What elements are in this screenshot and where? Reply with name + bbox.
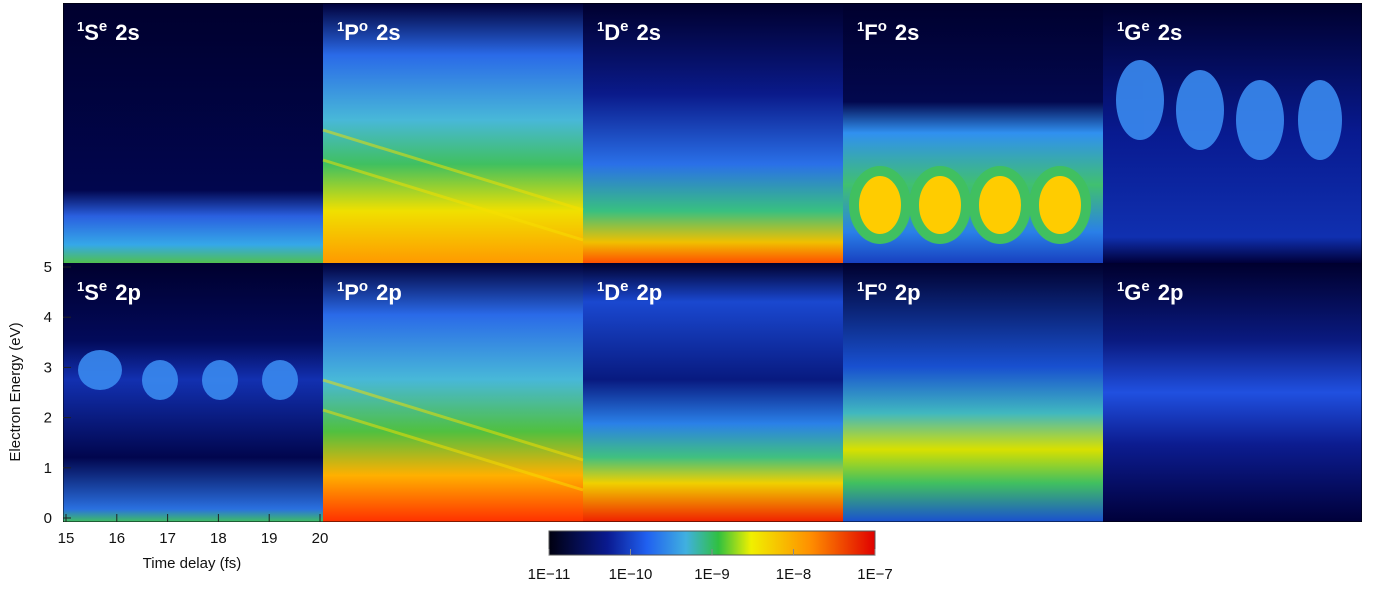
parity: o [878,278,887,295]
panel-label: 1De 2s [597,18,661,45]
orbital: 2s [1158,20,1182,45]
parity: o [359,18,368,35]
panel-label: 1Se 2s [77,18,140,45]
angular-momentum: D [604,280,620,305]
parity: e [1141,278,1149,295]
angular-momentum: P [344,280,359,305]
y-tick-label: 0 [44,510,52,527]
y-tick-label: 3 [44,359,52,376]
parity: e [99,18,107,35]
panel-label: 1Ge 2p [1117,278,1183,305]
orbital: 2s [636,20,660,45]
angular-momentum: F [864,20,877,45]
panel-label: 1Fo 2p [857,278,921,305]
colorbar-tick-label: 1E−11 [528,566,571,583]
colorbar-tick-label: 1E−10 [609,566,653,583]
multiplicity: 1 [337,279,344,294]
panel-label: 1Fo 2s [857,18,919,45]
multiplicity: 1 [857,19,864,34]
parity: o [359,278,368,295]
orbital: 2p [1158,280,1184,305]
y-axis-label: Electron Energy (eV) [7,322,24,461]
y-tick-label: 4 [44,309,52,326]
panel-label: 1Ge 2s [1117,18,1182,45]
parity: o [878,18,887,35]
angular-momentum: P [344,20,359,45]
orbital: 2p [115,280,141,305]
angular-momentum: G [1124,20,1141,45]
colorbar-tick-label: 1E−8 [776,566,811,583]
panel-label: 1Po 2s [337,18,401,45]
parity: e [620,18,628,35]
multiplicity: 1 [77,19,84,34]
multiplicity: 1 [597,19,604,34]
colorbar-tick-label: 1E−9 [694,566,729,583]
x-tick-label: 16 [108,530,125,547]
panel-label: 1Po 2p [337,278,402,305]
orbital: 2s [895,20,919,45]
parity: e [99,278,107,295]
x-axis-label: Time delay (fs) [143,555,242,572]
multiplicity: 1 [597,279,604,294]
orbital: 2s [115,20,139,45]
x-tick-label: 17 [159,530,176,547]
colorbar-tick-label: 1E−7 [857,566,892,583]
x-tick-label: 18 [210,530,227,547]
multiplicity: 1 [1117,279,1124,294]
panels [63,3,1362,522]
orbital: 2s [376,20,400,45]
angular-momentum: S [84,20,99,45]
parity: e [1141,18,1149,35]
multiplicity: 1 [337,19,344,34]
orbital: 2p [895,280,921,305]
panel-label: 1Se 2p [77,278,141,305]
multiplicity: 1 [857,279,864,294]
angular-momentum: G [1124,280,1141,305]
angular-momentum: S [84,280,99,305]
x-tick-label: 19 [261,530,278,547]
orbital: 2p [376,280,402,305]
orbital: 2p [636,280,662,305]
multiplicity: 1 [1117,19,1124,34]
y-tick-label: 2 [44,410,52,427]
multiplicity: 1 [77,279,84,294]
panel-label: 1De 2p [597,278,662,305]
angular-momentum: F [864,280,877,305]
y-tick-label: 1 [44,460,52,477]
angular-momentum: D [604,20,620,45]
parity: e [620,278,628,295]
y-tick-label: 5 [44,259,52,276]
x-tick-label: 15 [58,530,75,547]
x-tick-label: 20 [312,530,329,547]
